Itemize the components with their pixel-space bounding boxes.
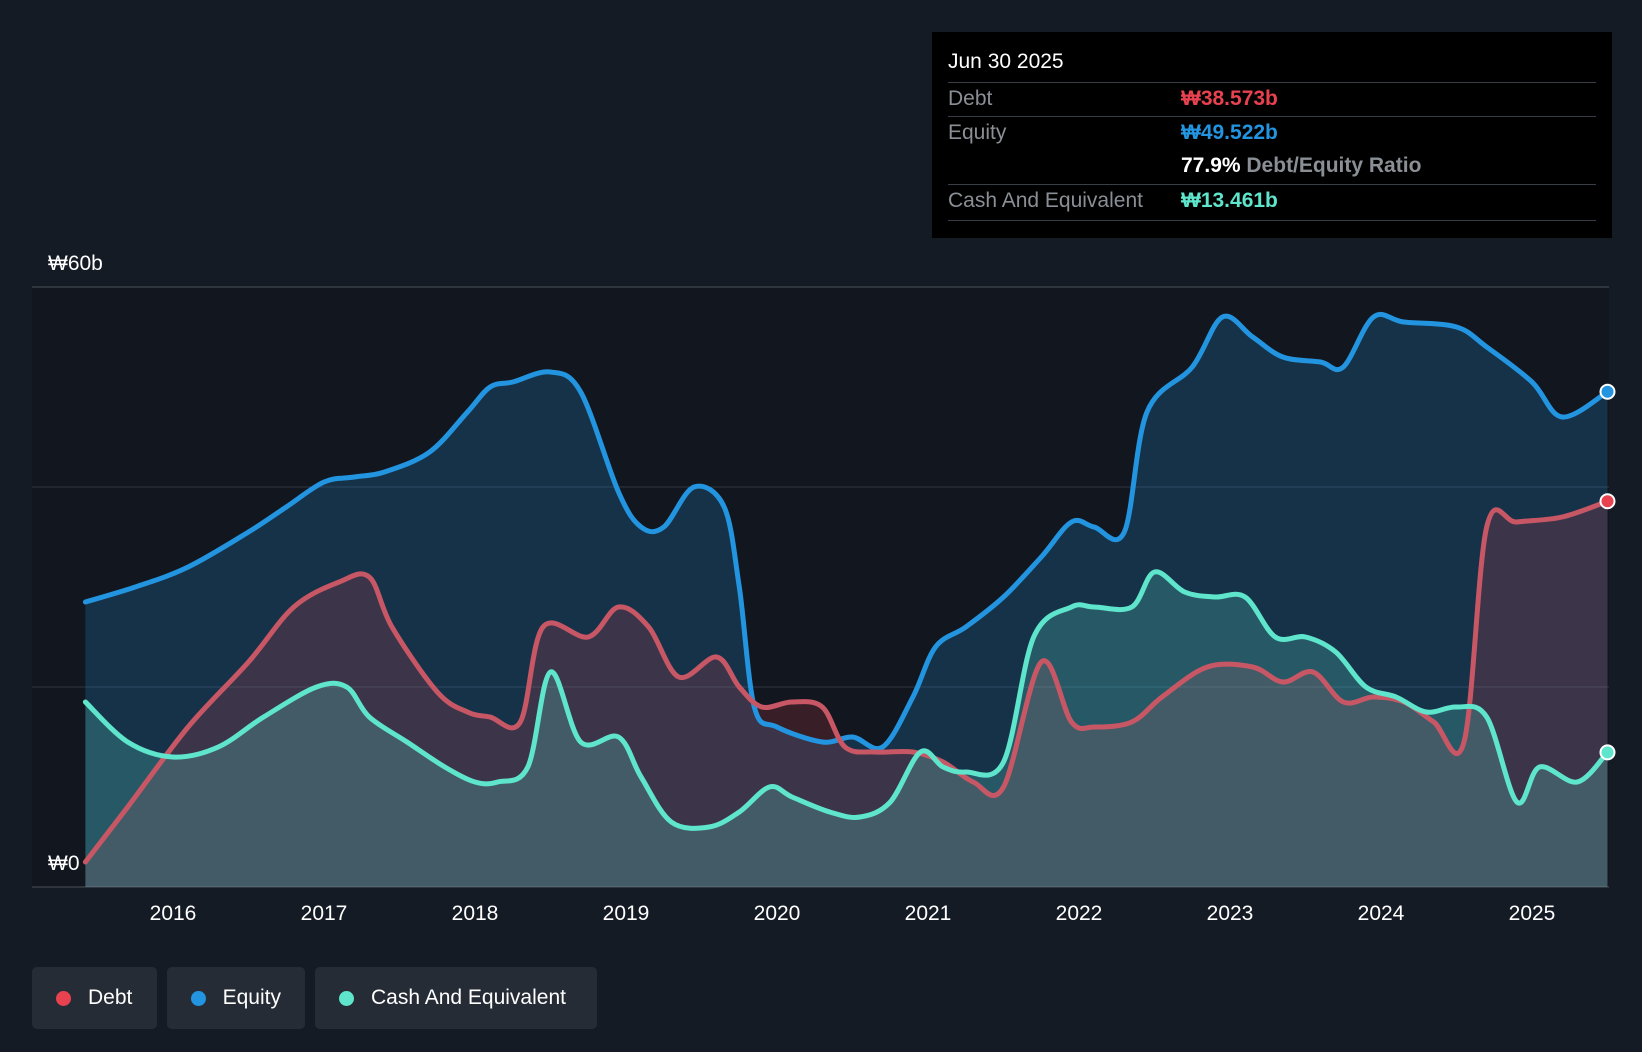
tooltip-panel: Jun 30 2025 Debt ₩38.573b Equity ₩49.522… <box>932 32 1612 238</box>
series-lines <box>82 311 1610 865</box>
y-tick-label-bottom: ₩0 <box>48 852 80 875</box>
legend-debt-label: Debt <box>88 986 133 1009</box>
cash-dot-icon <box>339 990 354 1006</box>
x-tick-label-2016: 2016 <box>150 902 197 925</box>
x-tick-label-2024: 2024 <box>1358 902 1405 925</box>
x-tick-label-2023: 2023 <box>1207 902 1254 925</box>
series-end-markers <box>1599 383 1616 761</box>
x-tick-label-2019: 2019 <box>603 902 650 925</box>
series-areas <box>85 314 1608 887</box>
cash-and-equivalent-area <box>85 571 1608 887</box>
tooltip-equity-value: ₩49.522b <box>1181 121 1278 144</box>
tooltip-equity-label: Equity <box>948 121 1007 144</box>
grid-lines <box>32 286 1609 888</box>
tooltip-divider <box>948 220 1596 221</box>
cash-and-equivalent-line <box>82 569 1610 831</box>
debt-dot-icon <box>56 990 71 1006</box>
tooltip-cash-label: Cash And Equivalent <box>948 189 1143 212</box>
x-axis: 2016 2017 2018 2019 2020 2021 2022 2023 2024 2025 <box>150 902 1556 925</box>
tooltip-date: Jun 30 2025 <box>948 50 1064 73</box>
x-tick-label-2021: 2021 <box>905 902 952 925</box>
tooltip-cash-value: ₩13.461b <box>1181 189 1278 212</box>
plot-background <box>32 287 1609 887</box>
equity-end-point <box>1599 383 1616 400</box>
x-tick-label-2018: 2018 <box>452 902 499 925</box>
legend-item-equity[interactable]: Equity <box>167 967 305 1029</box>
tooltip-ratio-value: 77.9% Debt/Equity Ratio <box>1181 154 1421 178</box>
legend: Debt Equity Cash And Equivalent <box>32 967 597 1029</box>
ratio-label: Debt/Equity Ratio <box>1246 154 1422 177</box>
equity-dot-icon <box>191 990 206 1006</box>
debt-line <box>82 498 1610 865</box>
debt-end-point <box>1599 493 1616 510</box>
tooltip-row-ratio: 77.9% Debt/Equity Ratio <box>948 150 1596 184</box>
equity-area <box>85 314 1608 887</box>
ratio-percent: 77.9% <box>1181 154 1241 177</box>
tooltip-debt-label: Debt <box>948 87 993 110</box>
x-tick-label-2017: 2017 <box>301 902 348 925</box>
equity-line <box>82 311 1610 752</box>
legend-item-cash[interactable]: Cash And Equivalent <box>315 967 597 1029</box>
cash-and-equivalent-end-point <box>1599 744 1616 761</box>
x-tick-label-2022: 2022 <box>1056 902 1103 925</box>
legend-item-debt[interactable]: Debt <box>32 967 157 1029</box>
y-tick-label-top: ₩60b <box>48 252 103 275</box>
x-tick-label-2020: 2020 <box>754 902 801 925</box>
tooltip-row-cash: Cash And Equivalent ₩13.461b <box>948 184 1596 219</box>
legend-cash-label: Cash And Equivalent <box>371 986 566 1009</box>
tooltip-row-equity: Equity ₩49.522b <box>948 116 1596 151</box>
x-tick-label-2025: 2025 <box>1509 902 1556 925</box>
tooltip-row-debt: Debt ₩38.573b <box>948 82 1596 117</box>
legend-equity-label: Equity <box>222 986 281 1009</box>
debt-area <box>85 501 1608 887</box>
tooltip-debt-value: ₩38.573b <box>1181 87 1278 110</box>
